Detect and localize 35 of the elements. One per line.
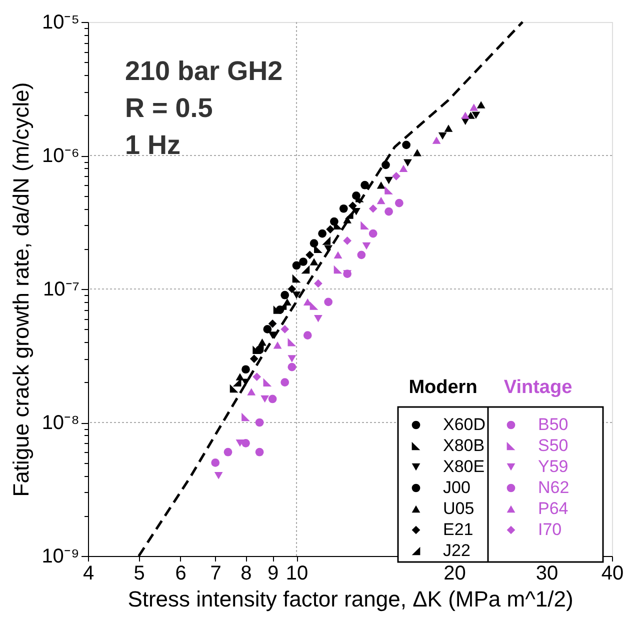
x-axis-title: Stress intensity factor range, ΔK (MPa m^1/2) <box>128 586 574 612</box>
legend-label: P64 <box>538 499 568 518</box>
y-axis-title: Fatigue crack growth rate, da/dN (m/cycle) <box>8 82 34 497</box>
y-tick-label: 10⁻⁹ <box>42 546 80 568</box>
y-tick-label: 10⁻⁵ <box>42 12 80 34</box>
legend-label: X80B <box>443 436 485 455</box>
legend-label: X80E <box>443 457 485 476</box>
legend-label: E21 <box>443 520 474 539</box>
annotation: 210 bar GH2 <box>125 56 283 86</box>
x-tick-label: 9 <box>267 562 279 584</box>
x-tick-label: 8 <box>240 562 252 584</box>
legend-label: B50 <box>538 415 568 434</box>
legend-label: S50 <box>538 436 568 455</box>
annotation: R = 0.5 <box>125 93 213 123</box>
legend-label: X60D <box>443 415 486 434</box>
legend-label: N62 <box>538 478 570 497</box>
legend-label: J00 <box>443 478 470 497</box>
x-tick-label: 40 <box>601 562 624 584</box>
x-tick-label: 5 <box>134 562 145 584</box>
y-tick-label: 10⁻⁷ <box>43 278 80 300</box>
x-tick-label: 6 <box>175 562 186 584</box>
annotation: Modern <box>408 377 478 398</box>
x-tick-label: 20 <box>444 562 466 584</box>
x-tick-label: 30 <box>536 562 558 584</box>
annotation: Vintage <box>504 377 572 398</box>
legend-label: U05 <box>443 499 474 518</box>
legend-label: I70 <box>538 520 562 539</box>
legend-label: Y59 <box>538 457 568 476</box>
annotation: 1 Hz <box>125 130 181 160</box>
x-tick-label: 7 <box>210 562 222 584</box>
legend-label: J22 <box>443 541 470 560</box>
y-tick-label: 10⁻⁶ <box>42 145 80 167</box>
y-tick-label: 10⁻⁸ <box>42 412 80 434</box>
x-tick-label: 4 <box>82 562 94 584</box>
x-tick-label: 10 <box>286 562 308 584</box>
